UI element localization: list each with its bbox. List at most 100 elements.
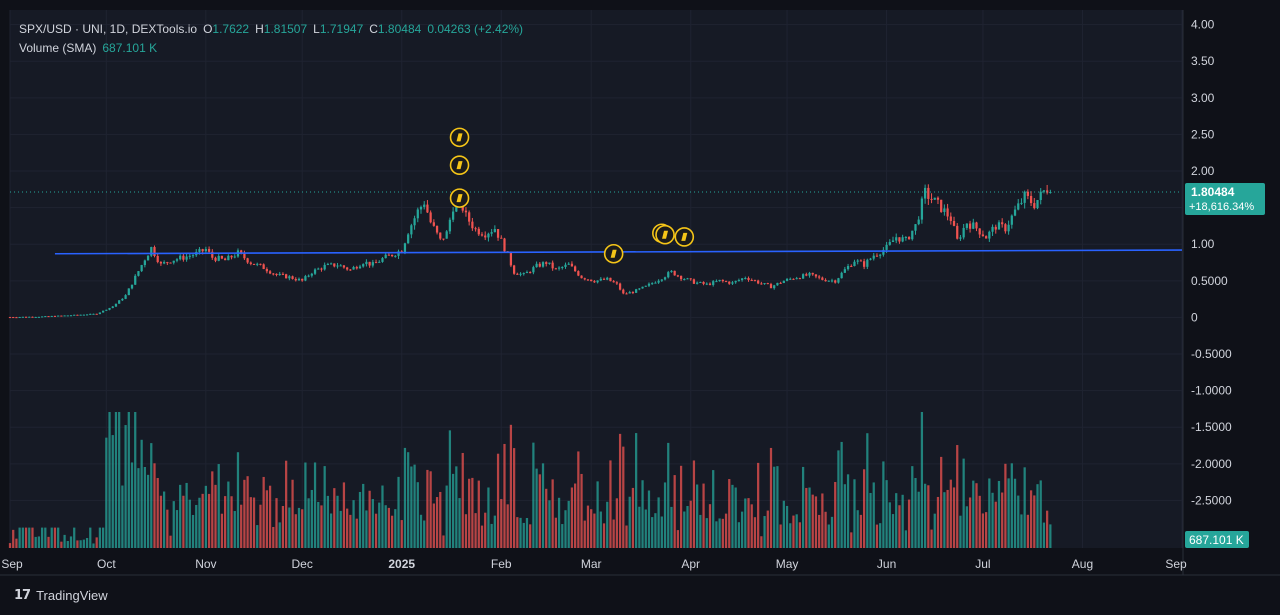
volume-bar <box>47 536 50 548</box>
candle-body <box>827 280 830 282</box>
candle-body <box>118 300 121 304</box>
candle-body <box>721 279 724 282</box>
candle <box>191 253 195 259</box>
candle-body <box>50 315 53 317</box>
candle-body <box>609 277 612 282</box>
candle <box>85 314 89 316</box>
candle-body <box>89 313 92 315</box>
candle <box>708 282 712 286</box>
candle-body <box>185 256 188 260</box>
candle-body <box>95 313 98 315</box>
volume-bar <box>911 466 914 548</box>
candle <box>390 254 394 258</box>
candle-body <box>988 231 991 239</box>
volume-bar <box>40 527 44 548</box>
volume-bar <box>631 487 635 548</box>
volume-bar <box>1023 467 1026 548</box>
tradingview-logo[interactable]: 17 TradingView <box>14 588 108 603</box>
candle <box>943 204 946 216</box>
candle <box>1026 189 1029 200</box>
volume-bar <box>134 412 137 548</box>
volume-bar <box>651 517 654 548</box>
candle-body <box>329 263 333 265</box>
candle-body <box>638 288 641 290</box>
candle <box>114 303 118 308</box>
candle <box>991 224 994 236</box>
candle-body <box>352 267 355 270</box>
volume-bar <box>766 510 769 548</box>
candle-body <box>869 258 872 260</box>
volume-bar <box>824 511 827 548</box>
candle-body <box>583 278 586 280</box>
candle-body <box>500 237 503 239</box>
volume-bar <box>516 517 519 548</box>
candle-body <box>1013 209 1017 216</box>
candle <box>679 275 683 282</box>
volume-bar <box>163 491 166 548</box>
volume-bar <box>349 514 352 548</box>
candle-body <box>795 278 798 280</box>
volume-bar <box>574 483 577 548</box>
volume-bar <box>724 513 728 548</box>
volume-bar <box>397 476 400 548</box>
volume-bar <box>105 437 108 548</box>
volume-bar <box>676 530 680 548</box>
candle-body <box>654 282 657 284</box>
volume-bar <box>882 461 885 548</box>
candle-body <box>862 261 866 267</box>
volume-bar <box>660 516 663 548</box>
candle-body <box>336 265 339 267</box>
candle-body <box>689 278 692 280</box>
candle-body <box>753 280 757 282</box>
candle-body <box>968 223 972 229</box>
volume-bar <box>461 452 464 548</box>
candle-body <box>888 241 891 245</box>
candle <box>541 261 545 268</box>
candle <box>911 230 914 241</box>
volume-bar <box>101 527 105 548</box>
candle <box>750 278 753 282</box>
volume-bar <box>673 475 676 548</box>
candle <box>439 232 442 241</box>
candle-body <box>535 263 538 268</box>
volume-bar <box>734 487 737 548</box>
volume-bar <box>435 497 439 548</box>
candle-body <box>275 273 278 276</box>
candle-body <box>214 257 217 261</box>
candle <box>1010 214 1013 229</box>
candle-body <box>891 240 895 242</box>
volume-bar <box>333 488 336 548</box>
volume-bar <box>959 515 962 548</box>
candle <box>8 316 12 319</box>
candle-body <box>1001 222 1004 225</box>
candle <box>936 196 940 205</box>
volume-bar <box>1010 463 1013 548</box>
volume-bar <box>224 496 227 548</box>
candle <box>493 225 496 233</box>
candle <box>949 212 952 225</box>
candle-body <box>487 233 490 238</box>
candle-body <box>101 310 105 313</box>
volume-bar <box>1039 480 1042 548</box>
volume-badge: 687.101 K <box>1185 531 1249 548</box>
candle <box>856 259 859 265</box>
candle-body <box>635 289 638 293</box>
candle <box>846 263 850 271</box>
candle <box>468 210 471 226</box>
volume-bar <box>285 460 288 548</box>
volume-bar <box>927 485 930 548</box>
candle <box>150 246 153 258</box>
last-price-change: +18,616.34% <box>1189 201 1254 213</box>
volume-bar <box>699 514 702 548</box>
volume-bar <box>21 527 24 548</box>
candle <box>137 270 140 277</box>
y-tick-label: -2.0000 <box>1191 457 1232 471</box>
candle-body <box>615 282 618 284</box>
chart-pane[interactable] <box>10 10 1182 548</box>
volume-bar <box>895 493 898 548</box>
candle <box>795 276 798 280</box>
volume-bar <box>500 499 503 548</box>
volume-bar <box>731 484 734 548</box>
candle <box>496 229 500 241</box>
